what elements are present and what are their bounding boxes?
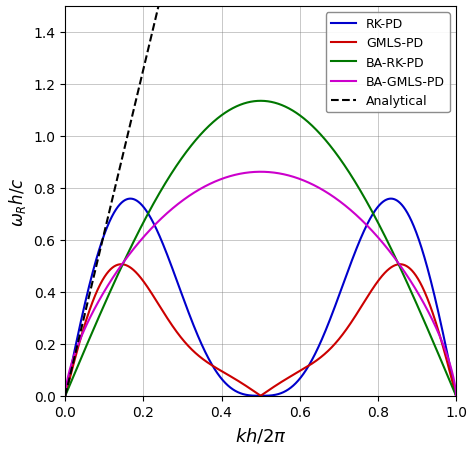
GMLS-PD [346,323,352,328]
Line: Analytical: Analytical [65,0,456,396]
Line: BA-RK-PD: BA-RK-PD [65,101,456,396]
BA-GMLS-PD [227,174,232,179]
GMLS-PD [453,393,459,399]
Y-axis label: $\omega_R h/c$: $\omega_R h/c$ [7,177,28,226]
BA-RK-PD [230,106,236,112]
BA-RK-PD [63,393,68,399]
BA-GMLS-PD [453,393,459,399]
GMLS-PD [118,262,124,267]
RK-PD [441,336,447,341]
GMLS-PD [248,387,254,392]
RK-PD [422,256,428,262]
Legend: RK-PD, GMLS-PD, BA-RK-PD, BA-GMLS-PD, Analytical: RK-PD, GMLS-PD, BA-RK-PD, BA-GMLS-PD, An… [326,13,450,113]
BA-GMLS-PD [248,170,254,175]
GMLS-PD [227,373,232,378]
BA-RK-PD [227,108,232,114]
GMLS-PD [441,348,447,354]
BA-RK-PD [346,170,352,176]
Line: GMLS-PD: GMLS-PD [65,265,456,396]
BA-RK-PD [248,100,254,105]
Line: BA-GMLS-PD: BA-GMLS-PD [65,172,456,396]
GMLS-PD [63,393,68,399]
BA-GMLS-PD [346,207,352,212]
RK-PD [248,393,254,398]
BA-GMLS-PD [441,345,447,350]
BA-GMLS-PD [258,170,264,175]
RK-PD [453,393,459,399]
BA-GMLS-PD [63,393,68,399]
RK-PD [63,393,68,399]
RK-PD [227,384,232,390]
BA-RK-PD [422,320,428,325]
GMLS-PD [230,375,236,380]
BA-RK-PD [258,99,264,104]
BA-GMLS-PD [230,173,236,179]
X-axis label: $kh/2\pi$: $kh/2\pi$ [235,425,287,444]
Analytical [63,393,68,399]
GMLS-PD [422,290,428,295]
Line: RK-PD: RK-PD [65,199,456,396]
RK-PD [346,265,352,271]
BA-GMLS-PD [422,303,428,308]
RK-PD [230,387,236,392]
BA-RK-PD [453,393,459,399]
RK-PD [128,197,133,202]
BA-RK-PD [441,365,447,370]
